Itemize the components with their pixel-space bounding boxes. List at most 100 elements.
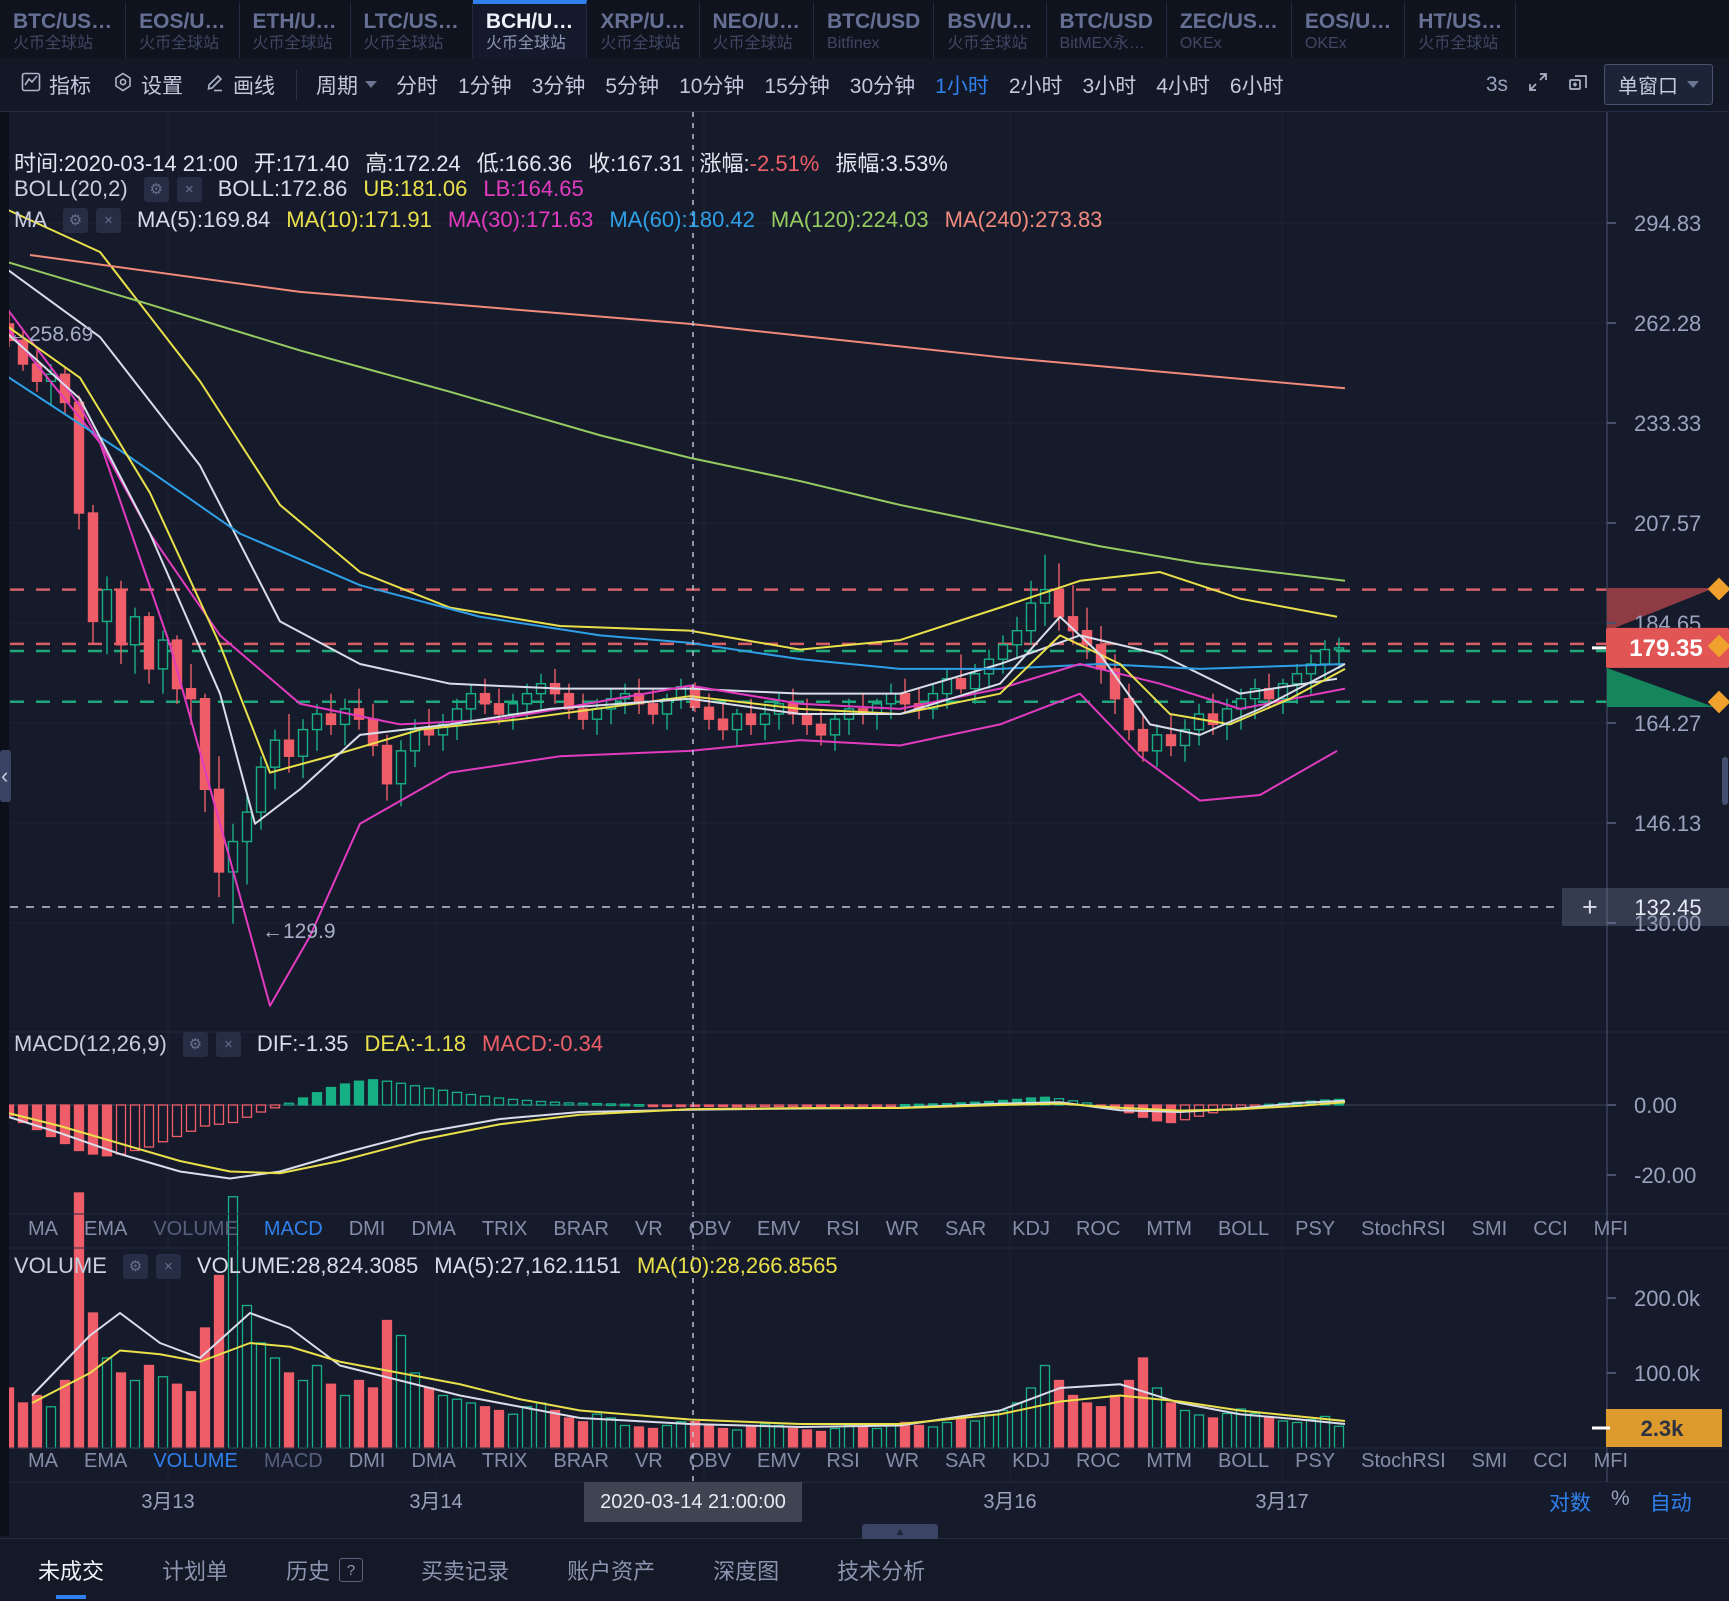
indicator-option-VOLUME[interactable]: VOLUME bbox=[153, 1218, 238, 1240]
ma-legend-close-button[interactable]: × bbox=[96, 207, 121, 233]
indicator-option-PSY[interactable]: PSY bbox=[1295, 1218, 1336, 1240]
macd-legend-settings-button[interactable]: ⚙ bbox=[182, 1031, 208, 1057]
crosshair-add-order-button[interactable]: + bbox=[1582, 892, 1598, 922]
order-marker-diamond[interactable] bbox=[1707, 634, 1729, 658]
draw-line-tool-button[interactable]: 画线 bbox=[194, 70, 286, 100]
indicator-option-MACD[interactable]: MACD bbox=[263, 1218, 323, 1240]
indicator-option-SMI[interactable]: SMI bbox=[1471, 1450, 1508, 1472]
volume-legend-close-button[interactable]: × bbox=[155, 1253, 181, 1279]
symbol-tab-BTCUS[interactable]: BTC/US… 火币全球站 bbox=[0, 0, 127, 58]
symbol-tab-EOSU[interactable]: EOS/U… OKEx bbox=[1292, 0, 1406, 58]
scale-control-自动[interactable]: 自动 bbox=[1649, 1492, 1692, 1515]
symbol-tab-BSVU[interactable]: BSV/U… 火币全球站 bbox=[934, 0, 1047, 58]
indicator-option-BOLL[interactable]: BOLL bbox=[1217, 1450, 1270, 1472]
indicator-option-EMA[interactable]: EMA bbox=[84, 1218, 128, 1240]
symbol-tab-ZECUS[interactable]: ZEC/US… OKEx bbox=[1167, 0, 1292, 58]
symbol-tab-ETHU[interactable]: ETH/U… 火币全球站 bbox=[240, 0, 351, 58]
interval-1分钟[interactable]: 1分钟 bbox=[458, 74, 512, 98]
chart-area[interactable]: 294.83 262.28 233.33 207.57 184.65 164.27 146.… bbox=[0, 112, 1729, 1536]
indicator-option-EMA[interactable]: EMA bbox=[84, 1450, 128, 1472]
indicator-option-StochRSI[interactable]: StochRSI bbox=[1361, 1218, 1446, 1240]
indicator-option-ROC[interactable]: ROC bbox=[1075, 1450, 1121, 1472]
indicator-option-EMV[interactable]: EMV bbox=[757, 1218, 801, 1240]
indicator-option-WR[interactable]: WR bbox=[885, 1450, 920, 1472]
indicator-option-DMA[interactable]: DMA bbox=[411, 1218, 456, 1240]
indicator-option-SMI[interactable]: SMI bbox=[1471, 1218, 1508, 1240]
indicator-option-BRAR[interactable]: BRAR bbox=[553, 1218, 609, 1240]
indicator-option-KDJ[interactable]: KDJ bbox=[1012, 1450, 1050, 1472]
indicator-option-DMI[interactable]: DMI bbox=[348, 1218, 386, 1240]
symbol-tab-BTCUSD[interactable]: BTC/USD Bitfinex bbox=[814, 0, 935, 58]
indicator-option-KDJ[interactable]: KDJ bbox=[1012, 1218, 1050, 1240]
panel-collapse-button[interactable]: ▲ bbox=[862, 1524, 938, 1539]
indicator-option-VOLUME[interactable]: VOLUME bbox=[153, 1450, 238, 1472]
indicator-option-MFI[interactable]: MFI bbox=[1593, 1450, 1629, 1472]
add-pane-button[interactable] bbox=[1558, 71, 1598, 99]
volume-legend-settings-button[interactable]: ⚙ bbox=[122, 1253, 148, 1279]
settings-tool-button[interactable]: 设置 bbox=[102, 70, 194, 100]
indicator-option-MFI[interactable]: MFI bbox=[1593, 1218, 1629, 1240]
interval-6小时[interactable]: 6小时 bbox=[1229, 74, 1284, 98]
bottom-tab-深度图[interactable]: 深度图 bbox=[713, 1554, 779, 1586]
scale-control-%[interactable]: % bbox=[1611, 1487, 1630, 1510]
interval-30分钟[interactable]: 30分钟 bbox=[849, 74, 916, 98]
symbol-tab-BTCUSD[interactable]: BTC/USD BitMEX永… bbox=[1047, 0, 1167, 58]
interval-15分钟[interactable]: 15分钟 bbox=[764, 74, 830, 98]
symbol-tab-LTCUS[interactable]: LTC/US… 火币全球站 bbox=[351, 0, 473, 58]
indicator-option-RSI[interactable]: RSI bbox=[826, 1450, 860, 1472]
bottom-tab-技术分析[interactable]: 技术分析 bbox=[837, 1554, 925, 1586]
indicator-option-TRIX[interactable]: TRIX bbox=[481, 1450, 528, 1472]
bottom-tab-账户资产[interactable]: 账户资产 bbox=[567, 1554, 655, 1586]
indicator-option-PSY[interactable]: PSY bbox=[1295, 1450, 1336, 1472]
panel-expand-handle[interactable] bbox=[0, 750, 11, 802]
symbol-tab-NEOU[interactable]: NEO/U… 火币全球站 bbox=[700, 0, 815, 58]
indicator-option-DMA[interactable]: DMA bbox=[411, 1450, 456, 1472]
bottom-tab-历史[interactable]: 历史? bbox=[286, 1554, 364, 1586]
indicator-option-ROC[interactable]: ROC bbox=[1075, 1218, 1121, 1240]
scale-control-对数[interactable]: 对数 bbox=[1549, 1492, 1591, 1515]
window-mode-button[interactable]: 单窗口 bbox=[1604, 64, 1713, 105]
symbol-tab-HTUS[interactable]: HT/US… 火币全球站 bbox=[1405, 0, 1517, 58]
ma-legend-settings-button[interactable]: ⚙ bbox=[63, 207, 88, 233]
symbol-tab-BCHU[interactable]: BCH/U… 火币全球站 bbox=[472, 0, 588, 58]
interval-10分钟[interactable]: 10分钟 bbox=[679, 74, 745, 98]
indicator-option-VR[interactable]: VR bbox=[634, 1218, 663, 1240]
indicator-option-TRIX[interactable]: TRIX bbox=[481, 1218, 528, 1240]
period-dropdown[interactable]: 周期 bbox=[307, 70, 386, 100]
macd-legend-close-button[interactable]: × bbox=[215, 1031, 241, 1057]
indicator-option-SAR[interactable]: SAR bbox=[945, 1450, 987, 1472]
indicator-option-RSI[interactable]: RSI bbox=[826, 1218, 860, 1240]
indicator-option-DMI[interactable]: DMI bbox=[348, 1450, 386, 1472]
indicator-option-EMV[interactable]: EMV bbox=[757, 1450, 801, 1472]
interval-4小时[interactable]: 4小时 bbox=[1156, 74, 1210, 98]
scrollbar-thumb[interactable] bbox=[1722, 757, 1728, 805]
indicator-tool-button[interactable]: 指标 bbox=[10, 70, 102, 100]
indicator-option-OBV[interactable]: OBV bbox=[688, 1450, 732, 1472]
indicator-option-MTM[interactable]: MTM bbox=[1146, 1218, 1192, 1240]
boll-legend-close-button[interactable]: × bbox=[176, 176, 202, 202]
indicator-option-MA[interactable]: MA bbox=[28, 1218, 58, 1240]
indicator-option-MACD[interactable]: MACD bbox=[263, 1450, 323, 1472]
symbol-tab-XRPU[interactable]: XRP/U… 火币全球站 bbox=[587, 0, 700, 58]
indicator-option-VR[interactable]: VR bbox=[634, 1450, 663, 1472]
bottom-tab-计划单[interactable]: 计划单 bbox=[162, 1554, 228, 1586]
order-marker-diamond[interactable] bbox=[1707, 577, 1729, 601]
fullscreen-button[interactable] bbox=[1518, 71, 1558, 99]
bottom-tab-买卖记录[interactable]: 买卖记录 bbox=[421, 1554, 509, 1586]
indicator-option-BRAR[interactable]: BRAR bbox=[553, 1450, 609, 1472]
indicator-option-StochRSI[interactable]: StochRSI bbox=[1361, 1450, 1446, 1472]
indicator-option-WR[interactable]: WR bbox=[885, 1218, 920, 1240]
interval-5分钟[interactable]: 5分钟 bbox=[605, 74, 660, 98]
order-marker-diamond[interactable] bbox=[1707, 690, 1729, 714]
interval-1小时[interactable]: 1小时 bbox=[935, 74, 989, 98]
interval-分时[interactable]: 分时 bbox=[396, 74, 438, 98]
interval-2小时[interactable]: 2小时 bbox=[1008, 74, 1063, 98]
interval-3分钟[interactable]: 3分钟 bbox=[531, 74, 586, 98]
indicator-option-MA[interactable]: MA bbox=[28, 1450, 58, 1472]
indicator-option-OBV[interactable]: OBV bbox=[688, 1218, 732, 1240]
symbol-tab-EOSU[interactable]: EOS/U… 火币全球站 bbox=[126, 0, 240, 58]
interval-3小时[interactable]: 3小时 bbox=[1082, 74, 1137, 98]
indicator-option-BOLL[interactable]: BOLL bbox=[1217, 1218, 1270, 1240]
indicator-option-SAR[interactable]: SAR bbox=[945, 1218, 987, 1240]
boll-legend-settings-button[interactable]: ⚙ bbox=[143, 176, 169, 202]
